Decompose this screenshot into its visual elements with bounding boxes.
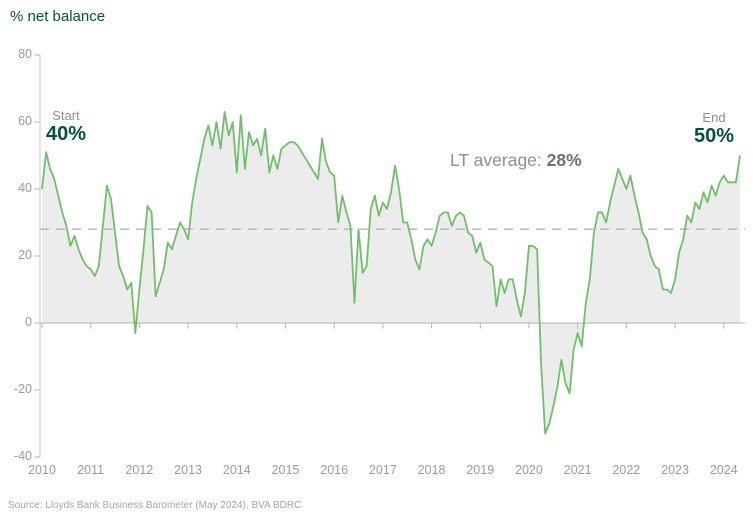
y-axis-tick-label: 20 xyxy=(18,248,32,262)
x-axis-year-label: 2020 xyxy=(515,463,543,477)
area-fill xyxy=(42,111,740,434)
lt-average-annotation: LT average: 28% xyxy=(450,150,582,171)
x-axis-year-label: 2014 xyxy=(222,463,251,477)
y-axis-tick-label: 60 xyxy=(18,114,32,128)
x-axis-year-label: 2022 xyxy=(612,463,641,477)
x-axis-year-label: 2012 xyxy=(125,463,154,477)
x-axis-year-label: 2024 xyxy=(709,463,738,477)
y-axis-tick-label: -40 xyxy=(13,449,32,463)
x-axis-year-label: 2015 xyxy=(271,463,300,477)
source-caption: Source: Lloyds Bank Business Barometer (… xyxy=(8,500,302,511)
lt-average-label: LT average: xyxy=(450,150,547,170)
y-axis-tick-label: 0 xyxy=(25,315,32,329)
start-annotation-label: Start xyxy=(52,108,80,123)
x-axis-year-label: 2019 xyxy=(466,463,495,477)
confidence-line xyxy=(41,111,741,435)
page-title: % net balance xyxy=(10,8,106,25)
x-axis-year-label: 2021 xyxy=(563,463,592,477)
start-annotation: Start 40% xyxy=(36,108,96,145)
x-axis-year-label: 2010 xyxy=(28,463,56,477)
end-annotation: End 50% xyxy=(684,110,744,147)
y-axis-tick-label: 40 xyxy=(18,181,32,195)
x-axis-year-label: 2017 xyxy=(368,463,397,477)
y-axis-tick-label: -20 xyxy=(13,382,32,396)
x-axis-year-label: 2011 xyxy=(77,463,105,477)
start-annotation-value: 40% xyxy=(45,123,87,145)
end-annotation-value: 50% xyxy=(693,125,735,147)
end-annotation-label: End xyxy=(702,110,726,125)
y-axis-tick-label: 80 xyxy=(18,47,32,61)
x-axis-year-label: 2018 xyxy=(417,463,446,477)
lt-average-value: 28% xyxy=(546,150,582,170)
x-axis-year-label: 2023 xyxy=(661,463,689,477)
x-axis-year-label: 2013 xyxy=(174,463,202,477)
x-axis-year-label: 2016 xyxy=(320,463,349,477)
